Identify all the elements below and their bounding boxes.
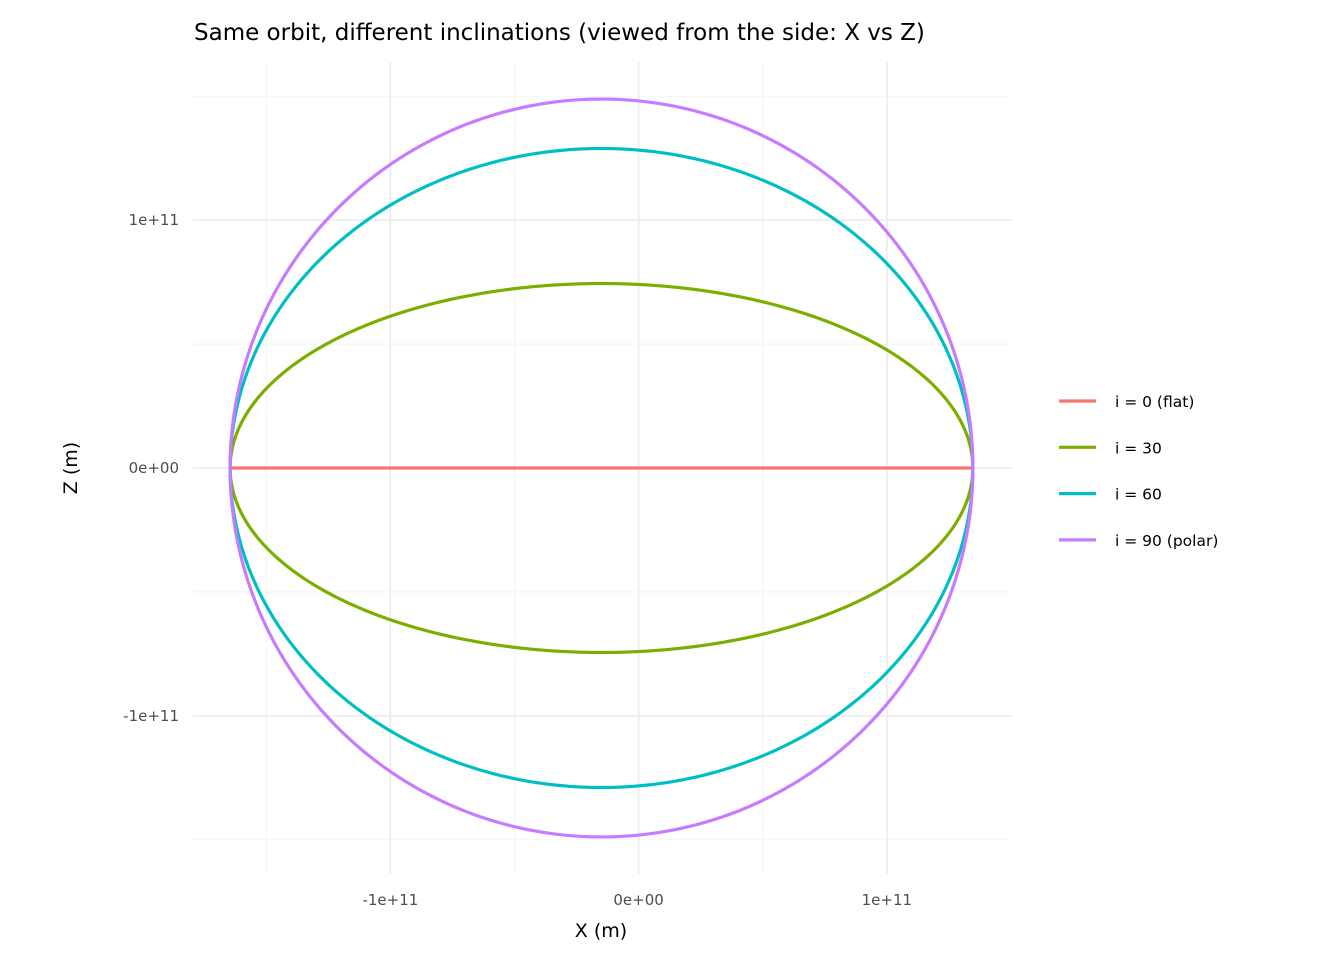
chart-title: Same orbit, different inclinations (view… xyxy=(194,20,925,46)
x-tick-label: 1e+11 xyxy=(862,891,912,909)
tick-labels: -1e+11 0e+00 1e+11 1e+11 0e+00 -1e+11 xyxy=(123,211,912,909)
legend: i = 0 (flat) i = 30 i = 60 i = 90 (polar) xyxy=(1059,393,1218,550)
y-tick-label: 1e+11 xyxy=(129,211,179,229)
x-axis-label: X (m) xyxy=(575,920,627,942)
legend-label: i = 60 xyxy=(1115,486,1162,504)
y-axis-label: Z (m) xyxy=(60,442,82,494)
series-line-90 xyxy=(228,97,975,839)
x-tick-label: -1e+11 xyxy=(362,891,418,909)
series-lines xyxy=(228,97,975,839)
y-tick-label: -1e+11 xyxy=(123,707,179,725)
y-tick-label: 0e+00 xyxy=(129,459,179,477)
x-tick-label: 0e+00 xyxy=(613,891,663,909)
legend-label: i = 90 (polar) xyxy=(1115,532,1218,550)
legend-label: i = 30 xyxy=(1115,439,1162,457)
legend-label: i = 0 (flat) xyxy=(1115,393,1194,411)
